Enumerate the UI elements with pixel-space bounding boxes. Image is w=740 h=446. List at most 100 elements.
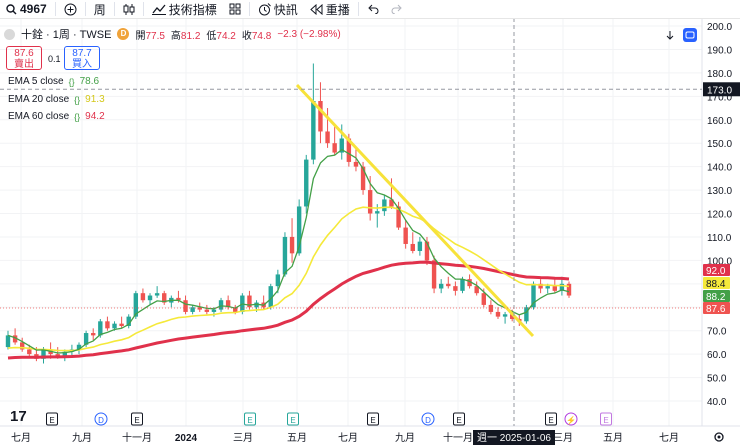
candle-body[interactable]	[254, 302, 259, 308]
candle-body[interactable]	[289, 236, 295, 254]
candle-body[interactable]	[417, 241, 423, 251]
candle-body[interactable]	[424, 241, 430, 261]
earnings-marker[interactable]	[453, 412, 465, 426]
candle-body[interactable]	[98, 321, 103, 336]
earnings-marker[interactable]	[545, 412, 557, 426]
earnings-marker[interactable]	[600, 412, 612, 426]
undo-button[interactable]	[361, 0, 385, 18]
candle-body[interactable]	[126, 316, 131, 326]
candle-body[interactable]	[62, 351, 68, 357]
candle-body[interactable]	[339, 138, 344, 153]
candle-body[interactable]	[275, 274, 281, 287]
candle-body[interactable]	[197, 307, 202, 310]
candle-body[interactable]	[20, 342, 25, 350]
interval-button[interactable]: 周	[93, 2, 106, 17]
candle-body[interactable]	[346, 138, 352, 162]
scroll-down-button[interactable]	[663, 28, 677, 42]
candle-body[interactable]	[218, 300, 224, 310]
candle-body[interactable]	[460, 279, 465, 291]
candle-body[interactable]	[566, 283, 572, 296]
candle-body[interactable]	[41, 349, 46, 359]
candle-body[interactable]	[304, 159, 309, 207]
earnings-marker[interactable]	[287, 412, 299, 426]
auto-scale-button[interactable]	[683, 28, 697, 42]
candle-body[interactable]	[225, 300, 231, 308]
compare-button[interactable]	[58, 0, 83, 18]
candle-body[interactable]	[538, 283, 543, 289]
candle-body[interactable]	[389, 199, 394, 207]
earnings-marker[interactable]	[131, 412, 143, 426]
candle-body[interactable]	[76, 344, 82, 350]
candle-body[interactable]	[119, 323, 124, 326]
candle-body[interactable]	[410, 243, 415, 251]
candle-body[interactable]	[282, 236, 288, 275]
ema5-legend[interactable]: EMA 5 close {} 78.6	[8, 76, 100, 87]
candle-body[interactable]	[140, 293, 146, 301]
candle-body[interactable]	[559, 283, 565, 291]
candle-body[interactable]	[396, 206, 401, 228]
candle-body[interactable]	[91, 333, 96, 336]
candle-body[interactable]	[296, 206, 302, 254]
candle-body[interactable]	[502, 314, 508, 317]
candle-body[interactable]	[83, 333, 89, 345]
candle-body[interactable]	[133, 293, 139, 317]
split-marker[interactable]	[564, 412, 578, 426]
candle-body[interactable]	[105, 321, 110, 329]
delayed-badge[interactable]: D	[117, 28, 130, 40]
earnings-marker[interactable]	[244, 412, 256, 426]
candle-body[interactable]	[325, 131, 330, 144]
candle-body[interactable]	[375, 211, 380, 214]
ema20-legend[interactable]: EMA 20 close {} 91.3	[8, 94, 105, 105]
candle-body[interactable]	[233, 307, 238, 312]
dividend-marker[interactable]	[421, 412, 435, 426]
candle-body[interactable]	[190, 307, 195, 312]
candle-body[interactable]	[318, 101, 323, 132]
candle-body[interactable]	[12, 335, 18, 343]
candle-body[interactable]	[55, 354, 60, 357]
candle-body[interactable]	[467, 279, 472, 287]
candle-body[interactable]	[162, 293, 167, 303]
candle-body[interactable]	[176, 297, 181, 301]
settings-gear-icon[interactable]	[714, 432, 724, 442]
candle-body[interactable]	[531, 283, 536, 308]
candle-body[interactable]	[332, 143, 337, 153]
candle-body[interactable]	[382, 199, 387, 212]
sell-button[interactable]: 87.6 賣出	[6, 46, 42, 70]
chart-type-button[interactable]	[117, 0, 141, 18]
candle-body[interactable]	[247, 295, 252, 308]
candle-body[interactable]	[438, 283, 444, 289]
candle-body[interactable]	[474, 286, 479, 294]
candle-body[interactable]	[27, 349, 32, 355]
candle-body[interactable]	[524, 307, 529, 322]
candle-body[interactable]	[453, 286, 458, 291]
series-title[interactable]: 十銓 · 1周 · TWSE	[21, 29, 112, 41]
symbol-search[interactable]: 4967	[0, 0, 53, 18]
candle-body[interactable]	[431, 260, 437, 289]
buy-button[interactable]: 87.7 買入	[64, 46, 100, 70]
candle-body[interactable]	[552, 286, 557, 291]
redo-button[interactable]	[385, 0, 409, 18]
earnings-marker[interactable]	[367, 412, 379, 426]
ema60-legend[interactable]: EMA 60 close {} 94.2	[8, 111, 105, 122]
candle-body[interactable]	[147, 295, 153, 301]
candle-body[interactable]	[403, 227, 408, 244]
dividend-marker[interactable]	[94, 412, 108, 426]
candle-body[interactable]	[268, 286, 273, 308]
candle-body[interactable]	[545, 286, 550, 289]
trend-line[interactable]	[295, 83, 535, 338]
candle-body[interactable]	[154, 293, 160, 296]
candle-body[interactable]	[446, 283, 451, 287]
indicators-button[interactable]: 技術指標	[146, 0, 223, 18]
candle-body[interactable]	[183, 300, 188, 312]
candle-body[interactable]	[353, 161, 359, 167]
candle-body[interactable]	[495, 311, 501, 317]
alerts-button[interactable]: 快訊	[252, 0, 304, 18]
layouts-button[interactable]	[223, 0, 247, 18]
candle-body[interactable]	[211, 309, 217, 312]
earnings-marker[interactable]	[46, 412, 58, 426]
candle-body[interactable]	[488, 304, 494, 312]
candle-body[interactable]	[360, 166, 366, 191]
candle-body[interactable]	[204, 309, 210, 312]
candle-body[interactable]	[311, 101, 316, 160]
